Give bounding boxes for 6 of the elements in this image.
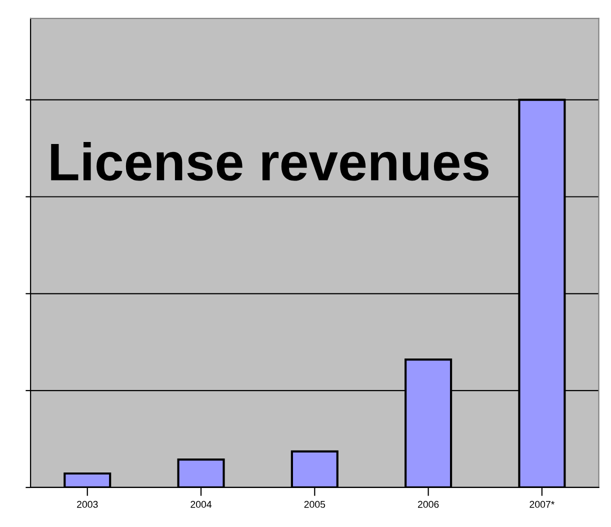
x-tick-label: 2007*	[530, 500, 555, 508]
x-tick-label: 2004	[190, 500, 212, 508]
x-tick-label: 2005	[304, 500, 326, 508]
text: License revenues	[51, 142, 488, 181]
x-tick-label: 2006	[418, 500, 439, 508]
x-tick-label: 2003	[77, 500, 98, 508]
